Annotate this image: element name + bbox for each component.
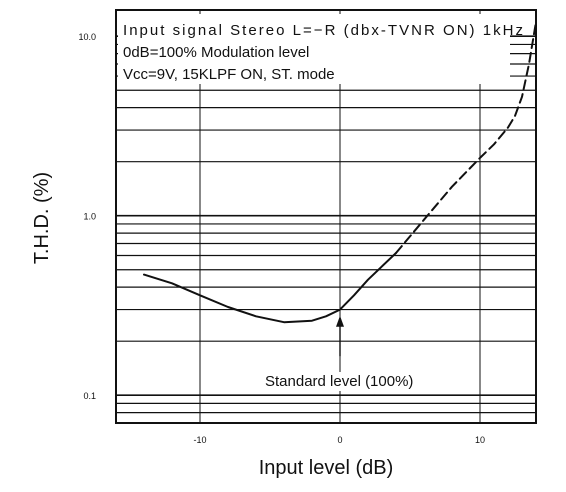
annotation-background <box>118 14 510 84</box>
tick-labels: -10 0 10 0.1 1.0 10.0 <box>78 32 485 445</box>
standard-level-label-background <box>262 372 417 391</box>
y-tick-label: 0.1 <box>83 391 96 401</box>
plot-frame <box>115 9 537 424</box>
thd-curve-solid <box>143 252 397 324</box>
y-tick-label: 10.0 <box>78 32 96 42</box>
y-axis-title: T.H.D. (%) <box>31 172 53 264</box>
x-tick-label: 10 <box>475 435 485 445</box>
x-tick-label: 0 <box>337 435 342 445</box>
thd-curve-dashed <box>395 21 537 254</box>
x-tick-label: -10 <box>193 435 206 445</box>
y-tick-label: 1.0 <box>83 212 96 222</box>
standard-level-arrow <box>336 315 344 357</box>
arrow-head <box>336 315 344 327</box>
standard-level-label: Standard level (100%) <box>265 373 413 390</box>
x-axis-title: Input level (dB) <box>259 457 394 479</box>
data-series <box>143 21 537 324</box>
annotation-modulation-level: 0dB=100% Modulation level <box>123 44 309 61</box>
annotation-conditions: Vcc=9V, 15KLPF ON, ST. mode <box>123 66 335 83</box>
